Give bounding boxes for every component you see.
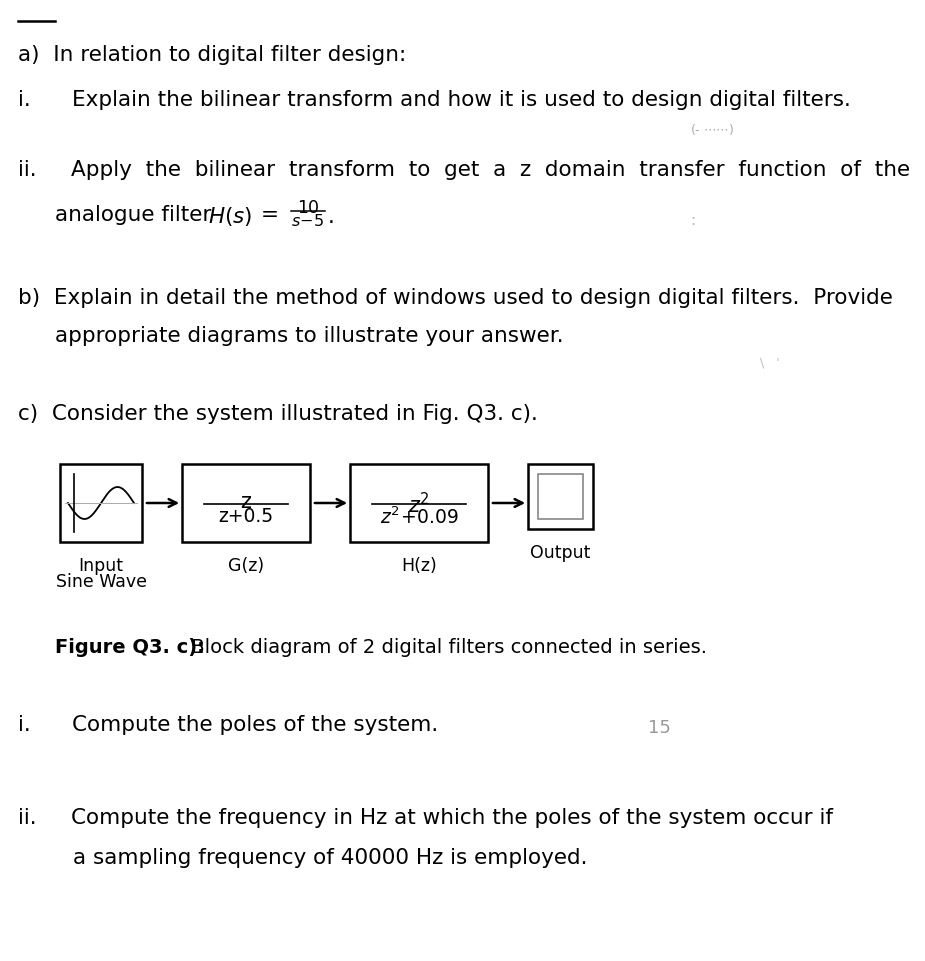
Text: Figure Q3. c):: Figure Q3. c): bbox=[55, 637, 204, 656]
Text: c)  Consider the system illustrated in Fig. Q3. c).: c) Consider the system illustrated in Fi… bbox=[18, 404, 537, 424]
Text: analogue filter: analogue filter bbox=[55, 205, 218, 225]
Text: $z^2\!+\!0.09$: $z^2\!+\!0.09$ bbox=[379, 506, 459, 528]
Bar bbox=[538, 475, 583, 520]
Text: $z^2$: $z^2$ bbox=[408, 491, 430, 517]
Text: :: : bbox=[690, 212, 695, 228]
Text: z+0.5: z+0.5 bbox=[218, 506, 274, 526]
Bar bbox=[528, 464, 593, 530]
Text: a)  In relation to digital filter design:: a) In relation to digital filter design: bbox=[18, 45, 406, 65]
Text: H(z): H(z) bbox=[401, 556, 437, 575]
Text: Block diagram of 2 digital filters connected in series.: Block diagram of 2 digital filters conne… bbox=[185, 637, 707, 656]
Bar bbox=[60, 464, 142, 542]
Text: Input: Input bbox=[79, 556, 124, 575]
Text: ii.     Apply  the  bilinear  transform  to  get  a  z  domain  transfer  functi: ii. Apply the bilinear transform to get … bbox=[18, 160, 910, 180]
Text: =: = bbox=[261, 205, 279, 225]
Text: $s\!-\!5$: $s\!-\!5$ bbox=[291, 212, 325, 229]
Bar bbox=[182, 464, 310, 542]
Text: ii.     Compute the frequency in Hz at which the poles of the system occur if: ii. Compute the frequency in Hz at which… bbox=[18, 807, 833, 827]
Text: a sampling frequency of 40000 Hz is employed.: a sampling frequency of 40000 Hz is empl… bbox=[18, 847, 587, 867]
Text: $(\text{- }\cdots\cdots)$: $(\text{- }\cdots\cdots)$ bbox=[690, 122, 734, 136]
Text: appropriate diagrams to illustrate your answer.: appropriate diagrams to illustrate your … bbox=[55, 326, 563, 346]
Text: b)  Explain in detail the method of windows used to design digital filters.  Pro: b) Explain in detail the method of windo… bbox=[18, 287, 893, 308]
Text: G(z): G(z) bbox=[228, 556, 264, 575]
Text: 15: 15 bbox=[648, 718, 671, 736]
Text: i.      Compute the poles of the system.: i. Compute the poles of the system. bbox=[18, 714, 438, 734]
Text: 10: 10 bbox=[297, 199, 319, 217]
Text: $H(s)$: $H(s)$ bbox=[208, 205, 253, 228]
Text: .: . bbox=[328, 207, 335, 227]
Text: \   ': \ ' bbox=[760, 356, 780, 369]
Bar bbox=[350, 464, 488, 542]
Text: z: z bbox=[240, 491, 252, 511]
Text: Sine Wave: Sine Wave bbox=[56, 573, 146, 590]
Text: Output: Output bbox=[530, 543, 591, 561]
Text: i.      Explain the bilinear transform and how it is used to design digital filt: i. Explain the bilinear transform and ho… bbox=[18, 90, 851, 110]
